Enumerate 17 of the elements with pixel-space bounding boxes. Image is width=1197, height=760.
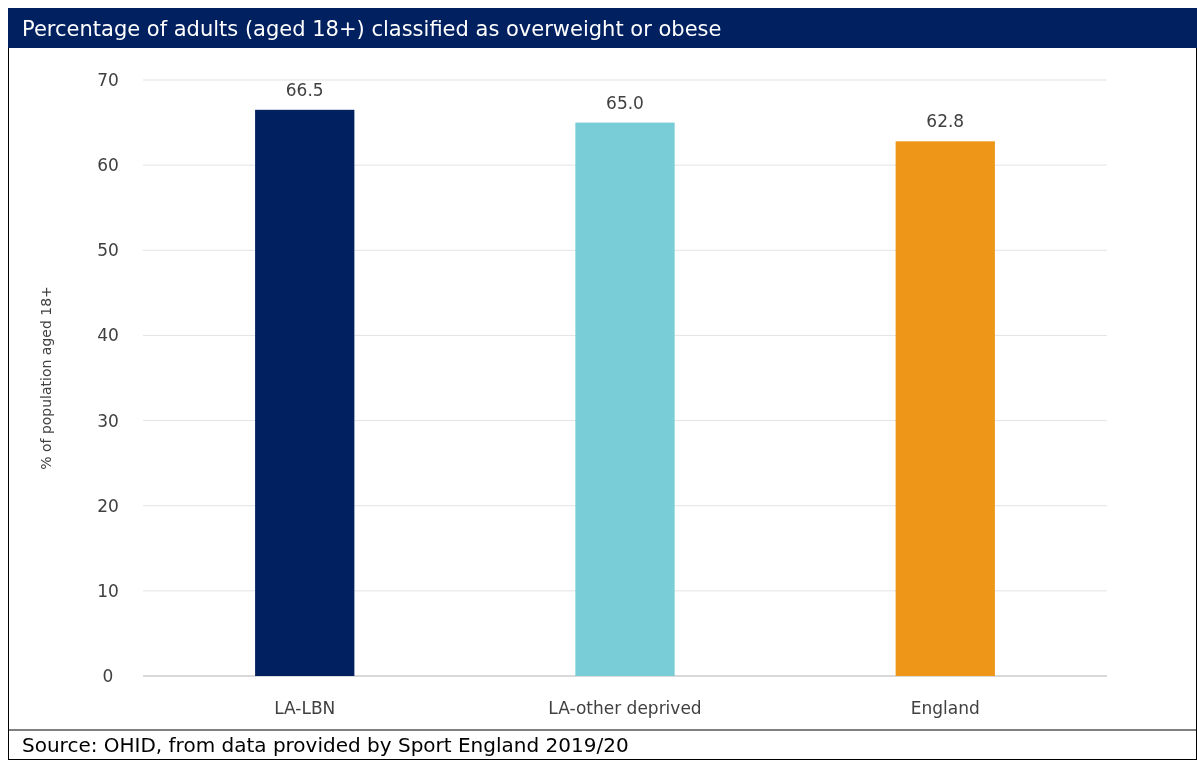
- y-axis-title: % of population aged 18+: [38, 286, 54, 470]
- source-note: Source: OHID, from data provided by Sport England 2019/20: [22, 733, 629, 757]
- y-tick-label: 50: [97, 240, 119, 261]
- y-tick-label: 70: [97, 70, 119, 90]
- x-tick-label: LA-other deprived: [548, 698, 702, 718]
- y-tick-label: 20: [97, 495, 119, 516]
- chart-title: Percentage of adults (aged 18+) classified as overweight or obese: [22, 17, 722, 41]
- x-tick-label: LA-LBN: [274, 698, 336, 718]
- data-label: 65.0: [606, 92, 644, 113]
- y-tick-label: 30: [97, 410, 119, 431]
- y-tick-label: 60: [97, 155, 119, 176]
- data-label: 62.8: [926, 111, 965, 132]
- x-tick-label: England: [910, 698, 980, 718]
- y-tick-label: 10: [97, 580, 119, 601]
- y-tick-label: 0: [102, 666, 114, 686]
- y-tick-label: 40: [97, 325, 119, 346]
- data-label: 66.5: [285, 79, 324, 100]
